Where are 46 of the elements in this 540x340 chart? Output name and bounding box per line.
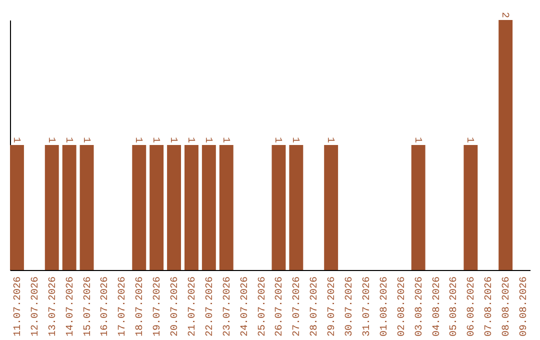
data-label: 2 [498,12,510,18]
x-tick-label: 20.07.2026 [170,276,182,337]
x-tick-label: 13.07.2026 [48,276,59,337]
data-label: 1 [167,136,178,143]
data-label: 1 [324,136,336,143]
x-tick-label: 25.07.2026 [257,276,268,337]
x-tick-label: 11.07.2026 [12,276,24,337]
x-tick-label: 22.07.2026 [204,276,216,337]
x-tick-label: 26.07.2026 [274,276,286,337]
x-tick-label: 06.08.2026 [466,276,478,337]
x-tick-label: 21.07.2026 [187,276,198,337]
x-tick-label: 08.08.2026 [502,276,513,337]
x-tick-label: 27.07.2026 [292,276,304,337]
data-label: 1 [10,136,21,143]
x-tick-label: 16.07.2026 [100,276,112,337]
x-tick-label: 01.08.2026 [379,276,390,337]
x-tick-label: 15.07.2026 [82,276,94,337]
data-label: 1 [411,136,422,143]
x-tick-label: 05.08.2026 [449,276,460,337]
data-label: 1 [62,136,74,143]
data-label: 1 [272,136,283,143]
x-tick-label: 31.07.2026 [362,276,373,337]
x-tick-label: 24.07.2026 [240,276,251,337]
data-label: 1 [289,136,300,143]
x-tick-label: 12.07.2026 [30,276,42,337]
x-tick-label: 30.07.2026 [344,276,356,337]
x-tick-label: 03.08.2026 [414,276,426,337]
data-label: 1 [44,136,56,143]
x-tick-label: 23.07.2026 [222,276,234,337]
x-tick-label: 07.08.2026 [484,276,496,337]
x-tick-label: 04.08.2026 [432,276,443,337]
data-label: 1 [464,136,475,143]
x-tick-label: 19.07.2026 [152,276,164,337]
data-label: 1 [132,136,144,143]
x-tick-label: 28.07.2026 [310,276,321,337]
x-tick-label: 17.07.2026 [118,276,129,337]
x-tick-label: 14.07.2026 [65,276,76,337]
x-tick-label: 18.07.2026 [135,276,146,337]
x-tick-label: 02.08.2026 [396,276,408,337]
x-tick-label: 09.08.2026 [519,276,530,337]
x-tick-label: 29.07.2026 [327,276,338,337]
data-label: 1 [184,136,196,143]
data-label: 1 [150,136,161,143]
data-label: 1 [202,136,213,143]
data-label: 1 [80,136,91,143]
data-label: 1 [219,136,230,143]
